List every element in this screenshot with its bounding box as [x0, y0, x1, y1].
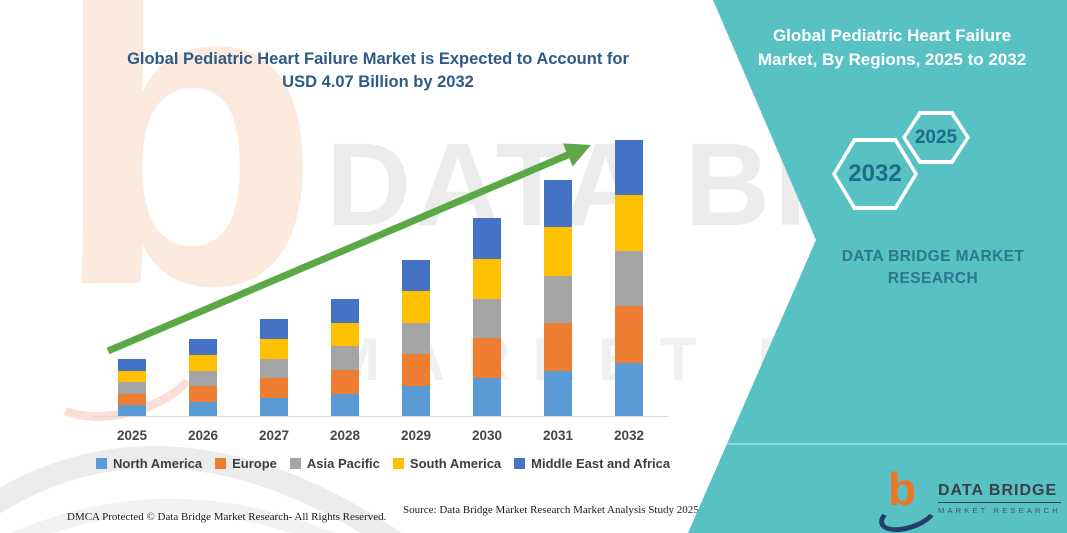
legend-label-middle-east-and-africa: Middle East and Africa [531, 456, 671, 471]
side-panel-heading: Global Pediatric Heart Failure Market, B… [742, 24, 1042, 72]
chart-title-line2: USD 4.07 Billion by 2032 [282, 73, 474, 92]
legend-swatch-south-america [392, 458, 404, 469]
chart-legend: North America Europe Asia Pacific South Ame… [96, 456, 670, 471]
bar-segment-north-america-2028 [331, 393, 359, 417]
stacked-bar-2027 [260, 319, 288, 417]
bar-segment-europe-2027 [260, 378, 288, 398]
logo-wordmark: DATA BRIDGE MARKET RESEARCH [938, 482, 1061, 515]
hexagon-2025-label: 2025 [914, 126, 958, 148]
bar-segment-north-america-2025 [118, 405, 146, 417]
x-axis-label-2032: 2032 [613, 428, 645, 443]
brand-caption-line1: DATA BRIDGE MARKET [841, 248, 1025, 265]
stacked-bar-2028 [331, 298, 359, 417]
bar-segment-asia-pacific-2027 [260, 358, 288, 379]
x-axis-label-2027: 2027 [258, 428, 290, 443]
chart-title: Global Pediatric Heart Failure Market is… [95, 48, 661, 95]
data-bridge-logo-icon: b [874, 466, 942, 533]
bar-segment-europe-2030 [473, 338, 501, 379]
legend-swatch-europe [215, 458, 227, 469]
brand-caption-line2: RESEARCH [887, 270, 979, 288]
bar-segment-europe-2032 [615, 306, 643, 363]
footer-source-note: Source: Data Bridge Market Research Mark… [403, 504, 699, 516]
bar-segment-middle-east-and-africa-2027 [260, 319, 288, 339]
legend-item-north-america: North America [96, 456, 202, 471]
x-axis-label-2026: 2026 [187, 428, 219, 443]
bar-segment-middle-east-and-africa-2025 [118, 358, 146, 371]
bar-segment-asia-pacific-2029 [402, 323, 430, 355]
stacked-bar-2026 [189, 338, 217, 417]
bar-segment-north-america-2029 [402, 386, 430, 417]
legend-label-south-america: South America [409, 456, 502, 471]
x-axis-label-2025: 2025 [116, 428, 148, 443]
legend-label-europe: Europe [232, 456, 277, 471]
x-axis-label-2029: 2029 [400, 428, 432, 443]
bar-segment-europe-2029 [402, 354, 430, 387]
bar-segment-north-america-2032 [615, 362, 643, 417]
bar-segment-asia-pacific-2028 [331, 346, 359, 371]
legend-swatch-asia-pacific [289, 458, 301, 469]
bar-segment-asia-pacific-2032 [615, 251, 643, 307]
bar-segment-north-america-2031 [544, 370, 572, 417]
chart-title-line1: Global Pediatric Heart Failure Market is… [127, 50, 629, 68]
bar-segment-south-america-2030 [473, 258, 501, 299]
logo-title: DATA BRIDGE [938, 482, 1061, 503]
legend-item-middle-east-and-africa: Middle East and Africa [514, 456, 670, 471]
bar-segment-south-america-2025 [118, 370, 146, 383]
hexagon-badge-2025: 2025 [902, 111, 970, 164]
bar-segment-north-america-2030 [473, 378, 501, 417]
legend-item-south-america: South America [392, 456, 502, 471]
bar-segment-asia-pacific-2031 [544, 275, 572, 324]
logo-subtitle: MARKET RESEARCH [938, 505, 1061, 515]
stacked-bar-2031 [544, 179, 572, 417]
bar-segment-asia-pacific-2025 [118, 382, 146, 394]
bar-segment-south-america-2026 [189, 355, 217, 371]
x-axis-line [93, 416, 668, 417]
bar-segment-europe-2028 [331, 370, 359, 394]
legend-item-asia-pacific: Asia Pacific [289, 456, 380, 471]
bar-segment-south-america-2032 [615, 195, 643, 252]
stacked-bar-2025 [118, 358, 146, 417]
x-axis-label-2030: 2030 [471, 428, 503, 443]
legend-swatch-middle-east-and-africa [514, 458, 526, 469]
hexagon-badge-2032: 2032 [832, 138, 918, 210]
bar-segment-south-america-2027 [260, 338, 288, 359]
brand-caption: DATA BRIDGE MARKET RESEARCH [838, 246, 1028, 291]
bar-segment-middle-east-and-africa-2030 [473, 218, 501, 259]
bar-segment-south-america-2028 [331, 322, 359, 347]
legend-item-europe: Europe [215, 456, 277, 471]
side-heading-line1: Global Pediatric Heart Failure [772, 26, 1012, 45]
legend-label-north-america: North America [113, 456, 203, 471]
data-bridge-logo: b DATA BRIDGE MARKET RESEARCH [874, 466, 1061, 533]
bar-segment-north-america-2026 [189, 402, 217, 417]
side-heading-line2: Market, By Regions, 2025 to 2032 [757, 49, 1027, 69]
bar-segment-middle-east-and-africa-2028 [331, 298, 359, 323]
bar-segment-middle-east-and-africa-2031 [544, 179, 572, 228]
bar-segment-europe-2031 [544, 323, 572, 371]
hexagon-2032-label: 2032 [848, 160, 902, 187]
stacked-bar-2032 [615, 140, 643, 417]
stacked-bar-2030 [473, 218, 501, 417]
bar-segment-middle-east-and-africa-2032 [615, 140, 643, 196]
bar-segment-asia-pacific-2026 [189, 370, 217, 387]
stacked-bar-2029 [402, 259, 430, 417]
bar-segment-middle-east-and-africa-2026 [189, 338, 217, 356]
x-axis-label-2031: 2031 [542, 428, 574, 443]
bar-segment-south-america-2029 [402, 291, 430, 324]
bar-segment-north-america-2027 [260, 397, 288, 417]
bar-segment-middle-east-and-africa-2029 [402, 259, 430, 292]
bar-segment-south-america-2031 [544, 227, 572, 276]
bar-segment-europe-2025 [118, 393, 146, 406]
bar-segment-europe-2026 [189, 386, 217, 403]
footer-dmca-notice: DMCA Protected © Data Bridge Market Rese… [67, 511, 387, 523]
panel-divider-line [690, 443, 1067, 445]
legend-swatch-north-america [96, 458, 107, 469]
x-axis-label-2028: 2028 [329, 428, 361, 443]
bar-segment-asia-pacific-2030 [473, 298, 501, 339]
legend-label-asia-pacific: Asia Pacific [306, 456, 380, 471]
